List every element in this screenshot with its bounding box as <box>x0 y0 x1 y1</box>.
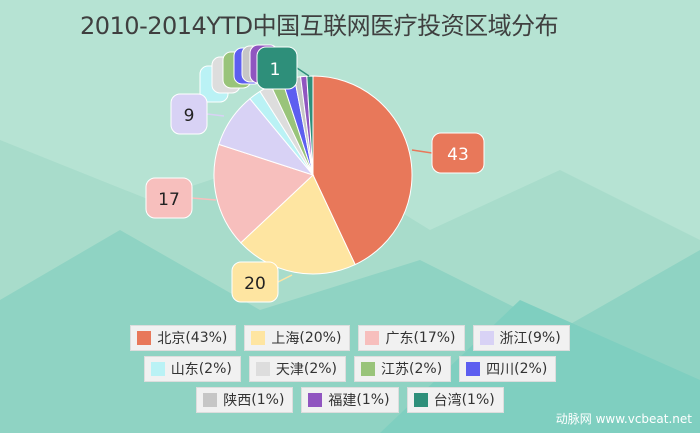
legend-label: 四川 <box>486 362 515 378</box>
legend-row-3: 陕西 (1%) 福建 (1%) 台湾 (1%) <box>0 387 700 413</box>
legend-percent: 43% <box>190 330 222 346</box>
legend-item-2[interactable]: 上海 (20%) <box>244 325 351 351</box>
legend-swatch <box>365 331 380 345</box>
pie-slice-1[interactable] <box>312 75 413 266</box>
legend-row-2: 山东 (2%) 天津 (2%) 江苏 (2%) 四川 (2%) <box>0 356 700 382</box>
label-connector <box>411 149 433 154</box>
legend-percent: 20% <box>304 330 336 346</box>
legend-swatch <box>479 331 494 345</box>
pie-slice-11[interactable] <box>306 75 314 176</box>
chart-title: 2010-2014YTD中国互联网医疗投资区域分布 <box>80 12 559 40</box>
legend-swatch <box>361 362 375 376</box>
legend-item-9[interactable]: 陕西 (1%) <box>196 387 294 413</box>
legend-item-7[interactable]: 江苏 (2%) <box>354 356 452 382</box>
legend-swatch <box>255 362 270 376</box>
legend-percent: 1% <box>467 392 490 408</box>
label-value: 43 <box>447 145 469 165</box>
legend-percent: 1% <box>361 392 385 408</box>
legend-percent: 2% <box>309 361 332 377</box>
legend-percent: 17% <box>418 330 451 346</box>
legend-percent: 2% <box>204 361 227 377</box>
legend-item-10[interactable]: 福建 (1%) <box>301 387 399 413</box>
data-label-2: 20 <box>231 261 293 303</box>
legend-item-1[interactable]: 北京 (43%) <box>130 325 237 351</box>
legend-label: 台湾 <box>433 393 462 409</box>
legend-item-11[interactable]: 台湾 (1%) <box>406 387 504 413</box>
label-box <box>145 177 193 219</box>
label-connector <box>296 67 310 77</box>
legend-label: 福建 <box>328 393 357 409</box>
legend-item-8[interactable]: 四川 (2%) <box>459 356 557 382</box>
legend-item-6[interactable]: 天津 (2%) <box>248 356 346 382</box>
label-connector <box>206 113 225 117</box>
label-box <box>256 46 298 90</box>
legend-label: 山东 <box>170 362 199 378</box>
label-value: 1 <box>270 60 281 80</box>
legend-percent: 9% <box>532 330 556 346</box>
legend-percent: 2% <box>519 361 542 377</box>
pie-slice-3[interactable] <box>213 143 314 244</box>
legend-swatch <box>466 362 481 376</box>
label-box <box>231 261 279 303</box>
data-label-4: 9 <box>170 93 225 135</box>
legend-swatch <box>137 331 152 345</box>
label-box <box>431 132 485 174</box>
label-value: 9 <box>184 106 195 126</box>
label-box <box>170 93 208 135</box>
label-value: 20 <box>244 274 266 294</box>
label-value: 17 <box>158 190 180 210</box>
legend-label: 北京 <box>157 331 186 347</box>
pie-chart: 43 20 17 9 1 <box>145 44 485 303</box>
legend-item-3[interactable]: 广东 (17%) <box>358 325 465 351</box>
legend-label: 陕西 <box>223 393 252 409</box>
legend-label: 浙江 <box>499 331 528 347</box>
legend-swatch <box>251 331 266 345</box>
legend-swatch <box>413 393 428 407</box>
data-label-3: 17 <box>145 177 217 219</box>
label-connector <box>191 197 217 201</box>
data-label-11: 1 <box>256 46 310 90</box>
pie-slice-2[interactable] <box>240 174 356 275</box>
legend-swatch <box>308 393 323 407</box>
legend-label: 广东 <box>385 331 414 347</box>
legend-item-4[interactable]: 浙江 (9%) <box>472 325 570 351</box>
watermark: 动脉网 www.vcbeat.net <box>555 412 692 426</box>
legend-row-1: 北京 (43%) 上海 (20%) 广东 (17%) 浙江 (9%) <box>0 325 700 351</box>
legend-percent: 2% <box>414 361 437 377</box>
legend-item-5[interactable]: 山东 (2%) <box>143 356 241 382</box>
legend-swatch <box>150 362 165 376</box>
legend-label: 江苏 <box>381 362 409 378</box>
legend-label: 上海 <box>271 331 300 347</box>
legend-percent: 1% <box>256 392 279 408</box>
legend-label: 天津 <box>275 362 304 378</box>
label-connector <box>277 274 293 283</box>
data-label-1: 43 <box>411 132 485 174</box>
legend-swatch <box>203 393 218 407</box>
legend: 北京 (43%) 上海 (20%) 广东 (17%) 浙江 (9%) 山东 (2%) 天津… <box>0 325 700 418</box>
